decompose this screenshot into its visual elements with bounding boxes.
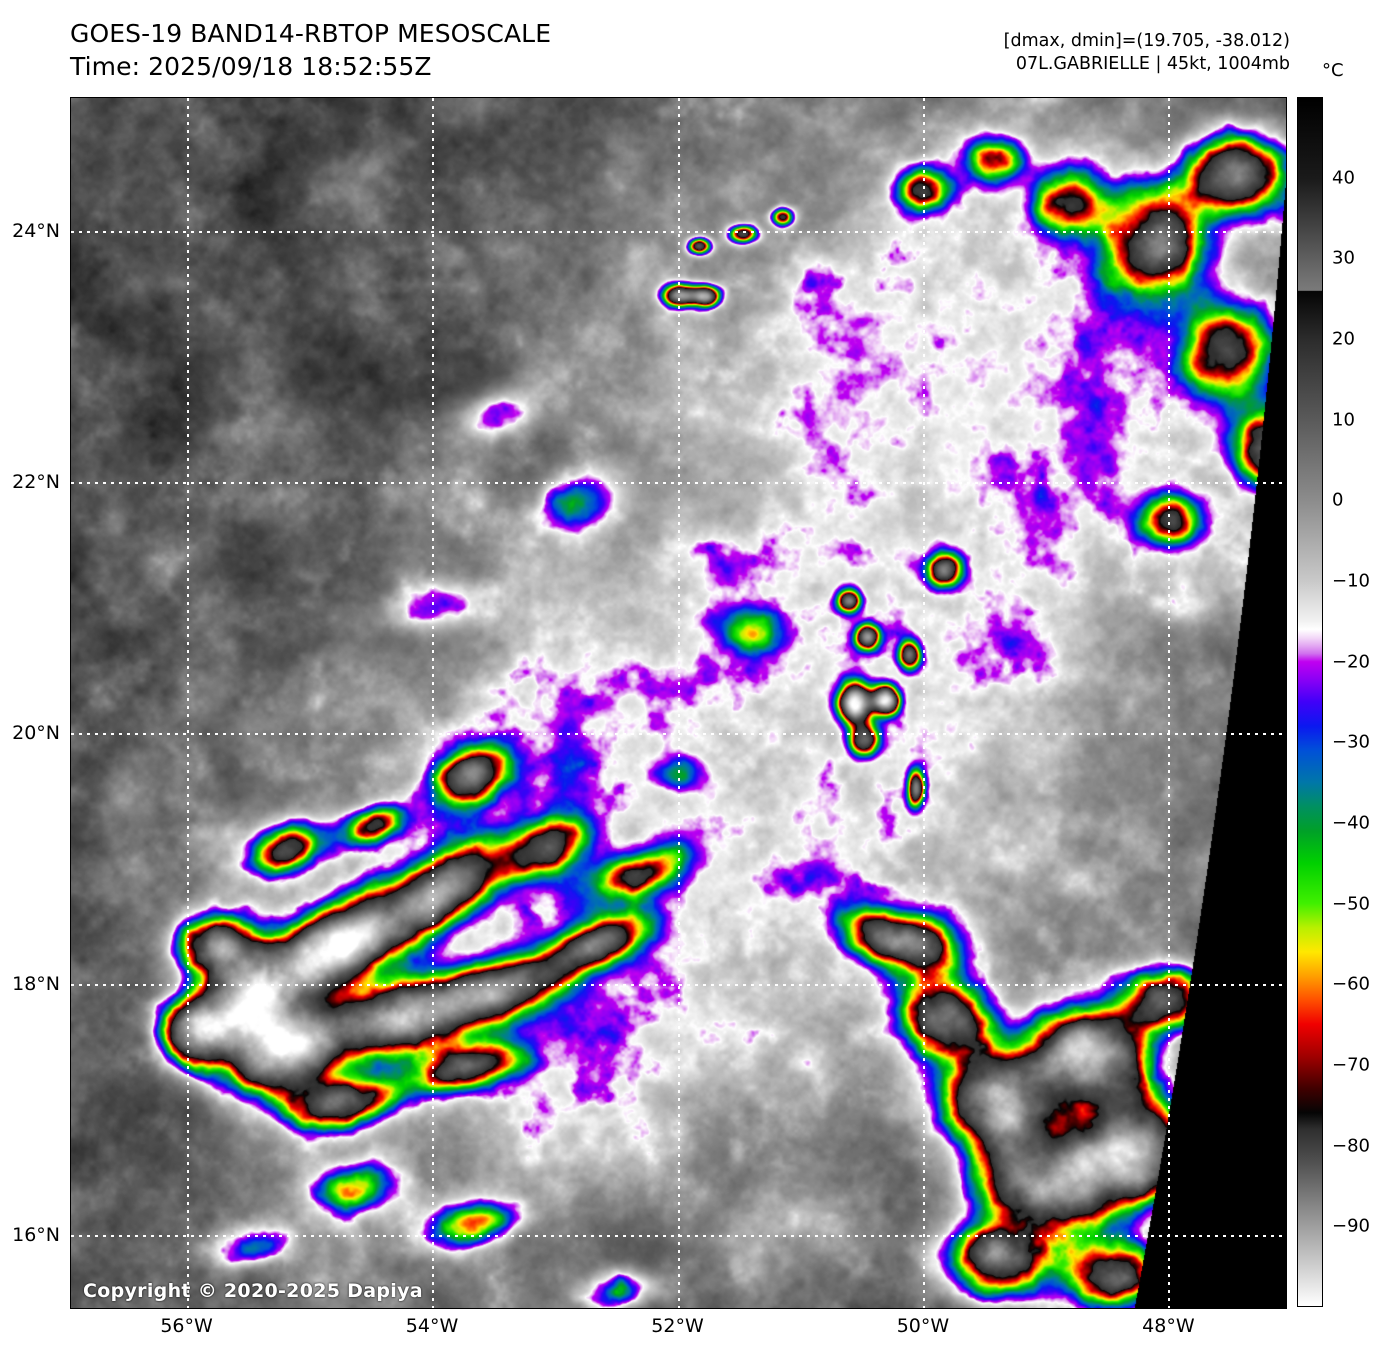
colorbar-gradient	[1298, 98, 1322, 1306]
data-range-label: [dmax, dmin]=(19.705, -38.012)	[1003, 31, 1290, 51]
colorbar-tick-label: −60	[1332, 973, 1370, 995]
longitude-tick-label: 56°W	[160, 1315, 213, 1337]
colorbar-tick-label: −90	[1332, 1215, 1370, 1237]
colorbar-unit-label: °C	[1322, 60, 1344, 81]
product-title: GOES-19 BAND14-RBTOP MESOSCALE	[70, 19, 552, 48]
storm-info-label: 07L.GABRIELLE | 45kt, 1004mb	[1015, 53, 1290, 74]
colorbar-tick-label: 40	[1332, 167, 1355, 189]
longitude-tick-label: 54°W	[405, 1315, 459, 1337]
colorbar-tick-label: −10	[1332, 570, 1370, 592]
latitude-tick-label: 16°N	[12, 1224, 60, 1247]
colorbar-tick-label: −80	[1332, 1135, 1370, 1157]
colorbar-tick-label: −70	[1332, 1054, 1370, 1076]
colorbar-tick-label: 10	[1332, 409, 1355, 431]
colorbar-tick-label: −30	[1332, 731, 1370, 753]
longitude-tick-label: 48°W	[1142, 1315, 1195, 1337]
annotation-block: [dmax, dmin]=(19.705, -38.012) 07L.GABRI…	[1004, 30, 1290, 76]
timestamp-label: Time: 2025/09/18 18:52:55Z	[70, 51, 432, 81]
colorbar-tick-label: 30	[1332, 247, 1355, 269]
colorbar-tick-label: −40	[1332, 812, 1370, 834]
colorbar	[1297, 97, 1323, 1307]
colorbar-tick-label: −50	[1332, 893, 1370, 915]
latitude-tick-label: 18°N	[12, 973, 60, 996]
latitude-tick-label: 24°N	[12, 220, 60, 243]
colorbar-tick-label: 20	[1332, 328, 1355, 350]
copyright-label: Copyright © 2020-2025 Dapiya	[83, 1280, 423, 1302]
longitude-tick-label: 50°W	[896, 1315, 950, 1337]
latitude-tick-label: 22°N	[12, 471, 60, 494]
satellite-imagery-canvas	[71, 98, 1286, 1308]
longitude-tick-label: 52°W	[651, 1315, 704, 1337]
colorbar-tick-label: −20	[1332, 651, 1370, 673]
page-title: GOES-19 BAND14-RBTOP MESOSCALE Time: 202…	[70, 18, 551, 83]
satellite-image-plot[interactable]: Copyright © 2020-2025 Dapiya	[70, 97, 1287, 1309]
colorbar-tick-label: 0	[1332, 489, 1344, 511]
latitude-tick-label: 20°N	[12, 722, 60, 745]
